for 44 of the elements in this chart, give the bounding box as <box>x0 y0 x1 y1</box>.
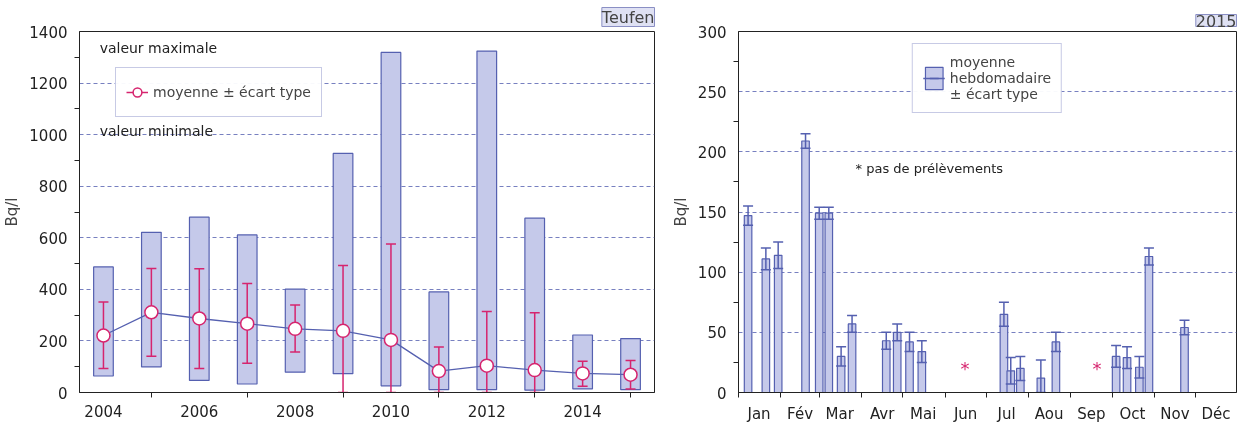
y-tick-label: 600 <box>38 229 68 248</box>
y-tick-label: 1200 <box>29 75 68 94</box>
legend-label: moyenne hebdomadaire ± écart type <box>949 54 1052 102</box>
x-tick-label: Jun <box>952 404 978 423</box>
y-tick-label: 400 <box>38 281 68 300</box>
x-tick-label: Jul <box>996 404 1016 423</box>
x-tick-label: Nov <box>1160 404 1190 423</box>
annotation: valeur maximale <box>99 39 218 56</box>
x-tick-label: Avr <box>869 404 896 423</box>
x-tick-label: Mai <box>910 404 937 423</box>
legend-label: moyenne ± écart type <box>153 84 311 100</box>
y-tick-label: 250 <box>697 83 727 102</box>
annotation: * pas de prélèvements <box>855 161 1004 177</box>
x-tick-label: 2004 <box>84 402 123 421</box>
x-tick-label: Jan <box>746 404 771 423</box>
annotation: * <box>1092 357 1102 379</box>
y-axis-title: Bq/l <box>671 197 690 227</box>
y-tick-label: 0 <box>57 384 68 403</box>
y-tick-label: 0 <box>716 384 727 403</box>
x-tick-label: Mar <box>825 404 855 423</box>
x-tick-label: Aou <box>1034 404 1064 423</box>
y-tick-label: 150 <box>697 204 727 222</box>
y-tick-label: 200 <box>697 143 727 162</box>
x-tick-label: 2010 <box>371 402 411 421</box>
x-tick-label: Sep <box>1077 404 1106 423</box>
y-tick-label: 1000 <box>29 126 68 145</box>
x-tick-label: Oct <box>1119 404 1146 423</box>
y-tick-label: 50 <box>707 324 727 343</box>
annotation: * <box>960 357 970 379</box>
y-tick-label: 200 <box>38 332 68 351</box>
x-tick-label: 2006 <box>180 402 219 421</box>
x-tick-label: Fév <box>787 404 814 423</box>
x-tick-label: Déc <box>1201 404 1231 423</box>
y-tick-label: 100 <box>697 264 727 283</box>
y-tick-label: 1400 <box>29 23 68 42</box>
y-axis-title: Bq/l <box>3 197 22 227</box>
annotation: valeur minimale <box>99 122 214 139</box>
x-tick-label: 2014 <box>563 402 602 421</box>
y-tick-label: 300 <box>697 23 727 42</box>
x-tick-label: 2008 <box>276 402 315 421</box>
y-tick-label: 800 <box>38 178 68 197</box>
chart-title: 2015 <box>1195 11 1237 31</box>
chart-title: Teufen <box>600 7 655 27</box>
x-tick-label: 2012 <box>467 402 506 421</box>
